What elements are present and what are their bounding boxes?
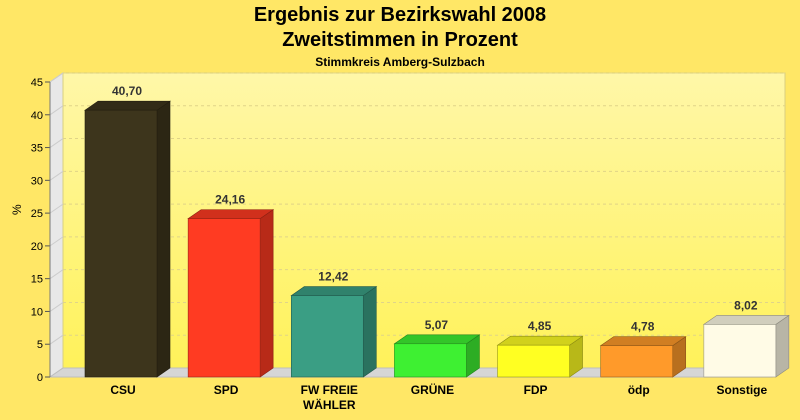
chart-title: Ergebnis zur Bezirkswahl 2008 [253,4,547,26]
bar-top [290,286,378,296]
y-tick-label: 20 [31,241,43,253]
x-tick-label: FW FREIE WÄHLER [301,383,358,412]
bar [600,345,674,378]
data-label: 4,85 [528,319,552,333]
bar [394,343,467,378]
data-label: 8,02 [734,298,758,312]
bar [290,295,364,378]
bar-side [259,209,274,378]
y-tick-label: 0 [37,372,43,384]
plot-left-wall [49,72,64,378]
bar-side [775,314,790,378]
plot-back-wall [62,72,786,369]
bar [187,218,261,378]
bar-top [187,209,275,219]
bar-top [599,336,687,346]
y-tick-label: 10 [31,306,43,318]
chart-subtitle: Zweitstimmen in Prozent [282,29,518,51]
x-tick-label: Sonstige [717,383,768,397]
bar-side [362,286,377,378]
data-label: 4,78 [631,320,655,334]
bar-top [393,334,481,345]
gridline-diagonal [49,138,64,148]
bar [497,344,570,378]
data-label: 12,42 [318,270,348,284]
y-tick-label: 5 [37,339,43,351]
data-label: 40,70 [112,84,142,98]
data-label: 24,16 [215,193,245,207]
x-tick-label: SPD [214,383,239,397]
x-tick-label: GRÜNE [411,382,454,397]
x-tick-label: ödp [628,383,650,397]
gridline-diagonal [49,334,64,345]
bar-top [496,335,584,346]
x-tick-label: FDP [524,383,548,397]
bar-side [156,100,171,378]
gridline-diagonal [49,269,64,280]
x-tick-label: CSU [110,383,135,397]
gridline-diagonal [49,72,64,83]
y-tick-label: 25 [31,208,43,220]
gridline-diagonal [49,170,64,181]
gridline-diagonal [49,105,64,116]
bar [703,324,777,378]
gridline-diagonal [49,236,64,247]
bar-top [702,315,790,325]
bar-top [84,100,171,111]
y-tick-label: 40 [31,110,43,122]
gridline-diagonal [49,203,64,214]
bar [84,109,158,378]
gridline-diagonal [49,302,64,312]
y-tick-label: 30 [31,175,43,187]
y-tick-label: 35 [31,143,43,155]
y-tick-label: 15 [31,274,43,286]
data-label: 5,07 [425,318,449,332]
chart-caption: Stimmkreis Amberg-Sulzbach [315,55,485,69]
y-tick-label: 45 [31,77,43,89]
